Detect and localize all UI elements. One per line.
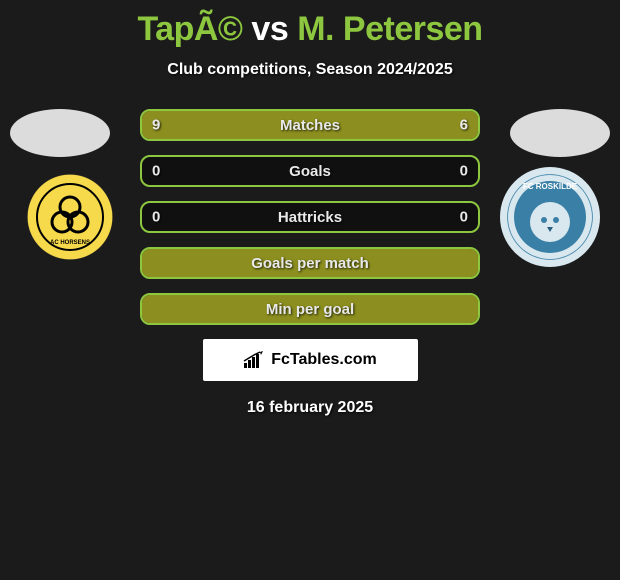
stat-row-goals-per-match: Goals per match <box>140 247 480 279</box>
vs-text: vs <box>251 10 288 48</box>
horsens-logo-icon: AC HORSENS <box>35 182 105 252</box>
stat-left-value: 9 <box>152 117 160 134</box>
stat-left-value: 0 <box>152 163 160 180</box>
svg-text:AC HORSENS: AC HORSENS <box>50 240 90 246</box>
roskilde-logo-icon: FC ROSKILDE <box>505 172 595 262</box>
stat-left-value: 0 <box>152 209 160 226</box>
player1-club-logo: AC HORSENS <box>20 167 120 267</box>
player2-name: M. Petersen <box>297 10 482 48</box>
stat-right-value: 6 <box>460 117 468 134</box>
stat-right-value: 0 <box>460 163 468 180</box>
stat-right-value: 0 <box>460 209 468 226</box>
svg-text:FC ROSKILDE: FC ROSKILDE <box>523 182 578 191</box>
stat-label: Matches <box>280 117 340 134</box>
date-text: 16 february 2025 <box>0 399 620 417</box>
stat-row-hattricks: 0 Hattricks 0 <box>140 201 480 233</box>
page-title: TapÃ© vs M. Petersen <box>0 0 620 49</box>
player1-photo <box>10 109 110 157</box>
stat-row-matches: 9 Matches 6 <box>140 109 480 141</box>
chart-icon <box>243 351 265 369</box>
stat-label: Goals per match <box>251 255 369 272</box>
stat-label: Min per goal <box>266 301 354 318</box>
bar-right <box>344 111 478 139</box>
stat-label: Hattricks <box>278 209 342 226</box>
stat-row-goals: 0 Goals 0 <box>140 155 480 187</box>
stat-label: Goals <box>289 163 331 180</box>
stat-row-min-per-goal: Min per goal <box>140 293 480 325</box>
brand-box[interactable]: FcTables.com <box>203 339 418 381</box>
brand-text: FcTables.com <box>271 351 377 369</box>
stat-rows: 9 Matches 6 0 Goals 0 0 Hattricks 0 Goal… <box>140 109 480 325</box>
player2-club-logo: FC ROSKILDE <box>500 167 600 267</box>
subtitle: Club competitions, Season 2024/2025 <box>0 61 620 79</box>
comparison-content: AC HORSENS FC ROSKILDE 9 Matches 6 0 <box>0 109 620 417</box>
player1-name: TapÃ© <box>137 10 242 48</box>
player2-photo <box>510 109 610 157</box>
